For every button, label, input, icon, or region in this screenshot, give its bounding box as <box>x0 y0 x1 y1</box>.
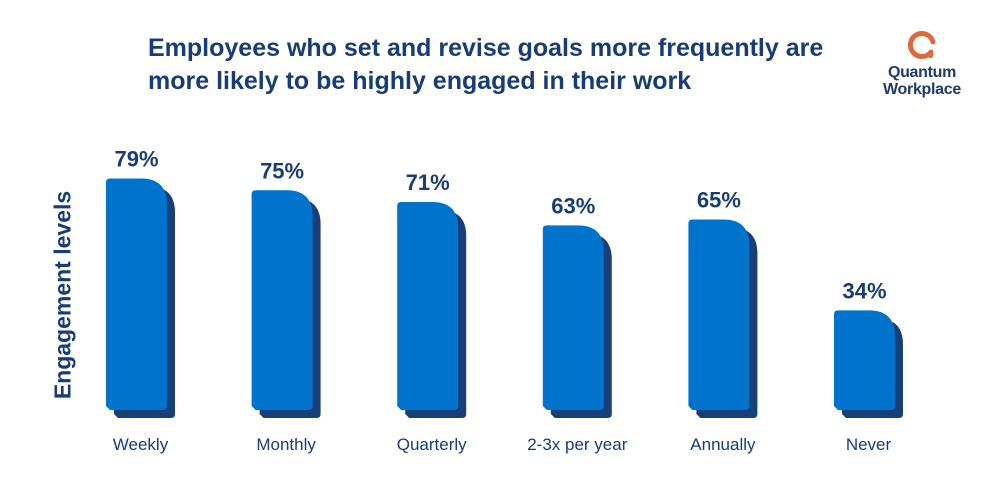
logo-text-line1: Quantum <box>887 64 957 81</box>
data-label: 34% <box>842 278 886 303</box>
x-tick-label: Quarterly <box>397 435 467 454</box>
data-label: 79% <box>114 147 158 172</box>
data-label: 75% <box>260 158 304 183</box>
x-tick-label: Never <box>846 435 892 454</box>
x-tick-label: Annually <box>690 435 756 454</box>
data-label: 65% <box>697 188 741 213</box>
quantum-workplace-logo: Quantum Workplace <box>872 28 972 98</box>
chart-title: Employees who set and revise goals more … <box>148 34 824 95</box>
x-tick-label: Monthly <box>256 435 316 454</box>
bar-2-3x-per-year <box>542 225 604 410</box>
logo-text-line2: Workplace <box>883 81 961 98</box>
logo-q-icon <box>907 31 936 59</box>
bar-monthly <box>251 190 313 410</box>
x-tick-label: 2-3x per year <box>527 435 627 454</box>
data-label: 63% <box>551 193 595 218</box>
bar-quarterly <box>397 201 459 410</box>
bar-annually <box>688 219 750 410</box>
bar-weekly <box>106 178 167 410</box>
x-tick-label: Weekly <box>113 435 169 454</box>
bar-never <box>834 310 895 410</box>
data-label: 71% <box>406 170 450 195</box>
